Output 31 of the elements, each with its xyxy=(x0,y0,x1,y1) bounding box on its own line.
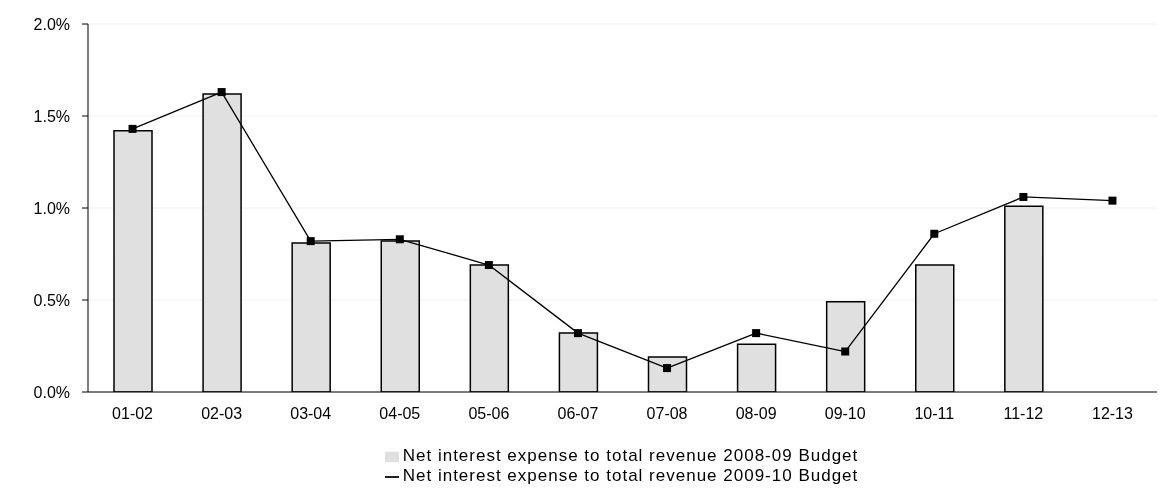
point xyxy=(1019,192,1028,201)
x-tick-label: 09-10 xyxy=(824,405,866,423)
point xyxy=(128,124,137,133)
point xyxy=(395,235,404,244)
x-tick-label: 05-06 xyxy=(468,405,510,423)
y-tick-label: 0.5% xyxy=(33,291,70,309)
legend-label: Net interest expense to total revenue 2008-09 Budget xyxy=(402,446,859,465)
x-tick-label: 03-04 xyxy=(290,405,332,423)
y-tick-label: 2.0% xyxy=(33,15,70,33)
x-tick-label: 07-08 xyxy=(646,405,688,423)
x-tick-label: 04-05 xyxy=(379,405,421,423)
y-tick-label: 1.5% xyxy=(33,107,70,125)
legend-label: Net interest expense to total revenue 2009-10 Budget xyxy=(402,466,859,485)
x-tick-label: 10-11 xyxy=(914,405,955,423)
point xyxy=(752,329,761,338)
point xyxy=(217,88,226,97)
x-tick-label: 01-02 xyxy=(112,405,154,423)
y-tick-label: 0.0% xyxy=(33,383,70,401)
point xyxy=(1108,196,1117,205)
x-tick-label: 06-07 xyxy=(557,405,599,423)
x-tick-label: 12-13 xyxy=(1092,405,1134,423)
point xyxy=(573,329,582,338)
x-tick-label: 11-12 xyxy=(1003,405,1044,423)
point xyxy=(663,364,672,373)
point xyxy=(306,237,315,246)
point xyxy=(841,347,850,356)
x-tick-label: 08-09 xyxy=(735,405,777,423)
y-tick-label: 1.0% xyxy=(33,199,70,217)
point xyxy=(484,261,493,270)
x-tick-label: 02-03 xyxy=(201,405,243,423)
point xyxy=(930,229,939,238)
